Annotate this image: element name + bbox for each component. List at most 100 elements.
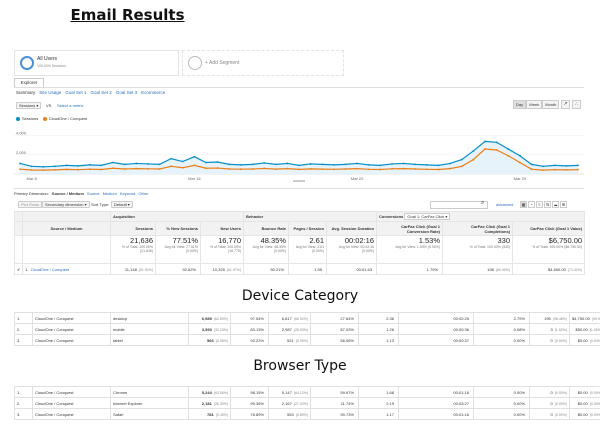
sort-type-value: Default: [114, 202, 127, 207]
metric-select[interactable]: Sessions ▾: [16, 102, 42, 109]
series-point: [367, 163, 370, 166]
dimension-option-medium[interactable]: Medium: [102, 191, 117, 196]
plot-rows-button[interactable]: Plot Rows: [18, 201, 43, 208]
column-header-carfax-click-goal-1-value[interactable]: CarFax Click (Goal 1 Value): [512, 221, 586, 236]
dimension-option-other[interactable]: Other: [138, 191, 149, 196]
granularity-day-button[interactable]: Day: [513, 100, 527, 109]
row-number: 3.: [14, 334, 33, 346]
row-metric-value: 98.15%: [250, 389, 264, 395]
series-point: [332, 168, 335, 171]
row-metric-cell: $4,750.00(99.90%): [569, 312, 600, 324]
pivot-view-icon[interactable]: ⊞: [560, 201, 567, 208]
goal-select-label: Goal 1: CarFax Click: [407, 214, 445, 219]
row-metric-value: 2,167: [281, 400, 292, 406]
motion-chart-icon[interactable]: ∴: [572, 100, 581, 109]
row-dimension: mobile: [110, 323, 189, 335]
advanced-filter-link[interactable]: advanced: [496, 202, 514, 207]
series-point: [146, 163, 149, 165]
row-metric-cell: 83.13%: [230, 323, 269, 335]
table-view-icon[interactable]: ▦: [520, 201, 527, 208]
row-number: 1.: [14, 312, 33, 324]
total-value: 1.53%: [418, 236, 441, 245]
row-metric-value: $4,750.00: [572, 315, 590, 321]
series-point: [577, 168, 579, 171]
series-point: [437, 164, 440, 167]
row-source[interactable]: CloudOne / Conquest: [32, 323, 111, 335]
row-metric-cell: 00:00:36: [398, 323, 474, 335]
table-search-input[interactable]: [430, 201, 488, 209]
row-checkbox[interactable]: ✔: [14, 263, 23, 275]
granularity-week-button[interactable]: Week: [526, 100, 543, 109]
term-cloud-icon[interactable]: ☁: [552, 201, 559, 208]
row-metric-cell: $0.00(0.00%): [569, 334, 600, 346]
column-header-new-sessions[interactable]: % New Sessions: [155, 221, 201, 236]
series-point: [402, 167, 405, 170]
table-row[interactable]: 2. CloudOne / Conquest mobile 3,593 (32.23%)…: [14, 323, 600, 335]
row-metric-cell: 1.68: [358, 386, 399, 398]
dimension-option-source[interactable]: Source: [86, 191, 100, 196]
subtab-summary[interactable]: Summary: [16, 90, 36, 95]
row-metric-value: $0.00: [577, 389, 588, 395]
group-behavior: Behavior: [243, 211, 378, 222]
source-medium-header[interactable]: Source / Medium: [22, 221, 111, 236]
table-row[interactable]: 1. CloudOne / Conquest Chrome 5,244 (63.56%)…: [14, 386, 600, 398]
row-source[interactable]: CloudOne / Conquest: [32, 408, 111, 420]
row-source[interactable]: CloudOne / Conquest: [32, 334, 111, 346]
column-header-bounce-rate[interactable]: Bounce Rate: [243, 221, 290, 236]
series-point: [298, 168, 300, 171]
performance-view-icon[interactable]: ≡: [536, 201, 543, 208]
add-segment-button[interactable]: + Add Segment: [182, 50, 344, 76]
line-chart-icon[interactable]: ↗: [561, 100, 570, 109]
granularity-month-button[interactable]: Month: [542, 100, 560, 109]
table-row[interactable]: 1. CloudOne / Conquest desktop 6,989 (62.69%…: [14, 312, 600, 324]
header-checkbox-cell[interactable]: [14, 221, 23, 236]
column-header-carfax-click-goal-1-conversion-rate[interactable]: CarFax Click (Goal 1 Conversion Rate): [376, 221, 444, 236]
dimension-option-source-medium[interactable]: Source / Medium: [51, 191, 84, 196]
table-row[interactable]: 3. CloudOne / Conquest tablet 566 (5.08%) 92.…: [14, 334, 600, 346]
subtab-goal-set-3[interactable]: Goal Set 3: [115, 90, 138, 95]
row-metric-cell: 6,989 (62.69%): [188, 312, 231, 324]
secondary-dimension-select[interactable]: Secondary dimension ▾: [42, 201, 90, 208]
column-header-carfax-click-goal-1-completions[interactable]: CarFax Click (Goal 1 Completions): [442, 221, 514, 236]
row-source[interactable]: CloudOne / Conquest: [32, 386, 111, 398]
goal-select[interactable]: Goal 1: CarFax Click ▾: [404, 213, 451, 220]
segment-all-users[interactable]: All Users 100.00% Sessions: [14, 50, 179, 76]
row-metric-cell: 92.22%: [230, 334, 269, 346]
legend: Sessions CloudOne / Conquest: [16, 116, 87, 121]
column-header-avg-session-duration[interactable]: Avg. Session Duration: [326, 221, 378, 236]
dimension-option-keyword[interactable]: Keyword: [119, 191, 136, 196]
report-table: Acquisition Behavior Conversions Goal 1:…: [14, 211, 586, 275]
x-tick-label: Mar 22: [351, 176, 364, 181]
select-metric-link[interactable]: Select a metric: [57, 103, 84, 108]
column-header-pages-session[interactable]: Pages / Session: [288, 221, 328, 236]
series-point: [553, 164, 556, 167]
row-source-link[interactable]: CloudOne / Conquest: [30, 266, 70, 272]
row-source[interactable]: CloudOne / Conquest: [32, 397, 111, 409]
column-header-sessions[interactable]: Sessions: [110, 221, 156, 236]
row-metric-value: 00:01:43: [356, 266, 373, 272]
granularity-group: Day Week Month: [513, 100, 560, 109]
total-cell: $6,750.00% of Total: 100.00% ($6,750.00): [512, 235, 586, 264]
series-point: [286, 162, 289, 165]
subtab-goal-set-2[interactable]: Goal Set 2: [90, 90, 112, 95]
table-row[interactable]: 2. CloudOne / Conquest Internet Explorer 2,…: [14, 397, 600, 409]
series-point: [484, 148, 486, 150]
row-metric-cell: 0.08%: [473, 323, 530, 335]
column-header-new-users[interactable]: New Users: [199, 221, 245, 236]
group-conversions-label: Conversions: [379, 214, 404, 219]
pie-view-icon[interactable]: ◔: [528, 201, 535, 208]
subtab-site-usage[interactable]: Site Usage: [39, 90, 62, 95]
table-row[interactable]: 3. CloudOne / Conquest Safari 781 (9.45%) 78.…: [14, 408, 600, 420]
tab-explorer[interactable]: Explorer: [14, 78, 44, 87]
series-point: [530, 168, 533, 171]
subtab-ecommerce[interactable]: Ecommerce: [141, 90, 166, 95]
table-row[interactable]: ✔ 1. CloudOne / Conquest 11,148 (51.52%) 9…: [14, 263, 586, 275]
comparison-view-icon[interactable]: ⇅: [544, 201, 551, 208]
series-point: [344, 168, 347, 170]
sort-type-select[interactable]: Default ▾: [111, 201, 133, 208]
row-metric-cell: 97.54%: [230, 312, 269, 324]
row-source[interactable]: CloudOne / Conquest: [32, 312, 111, 324]
search-icon[interactable]: ⌕: [481, 200, 485, 206]
subtab-goal-set-1[interactable]: Goal Set 1: [65, 90, 87, 95]
total-cell: 00:02:16 Avg for View: 00:02:16 (0.00%): [326, 235, 378, 264]
